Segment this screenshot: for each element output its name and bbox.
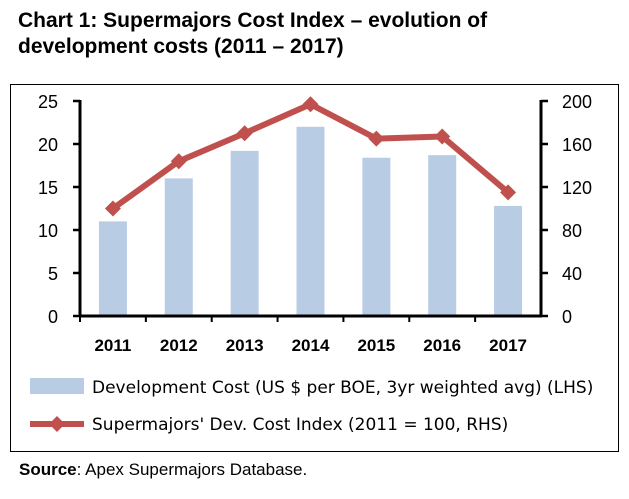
bar-2017 [494,205,523,316]
bar-2012 [164,178,193,316]
line-point-2011 [104,200,121,217]
x-tick-label: 2011 [94,336,131,355]
chart-title-line-2: development costs (2011 – 2017) [18,35,344,58]
line-point-2013 [236,125,253,142]
chart-title-line-1: Chart 1: Supermajors Cost Index – evolut… [18,9,488,32]
line-point-2014 [302,96,319,113]
legend-marker-line [49,416,65,432]
source-note: Source: Apex Supermajors Database. [19,460,307,480]
y-left-tick-label: 25 [38,92,58,112]
y-right-tick-label: 40 [562,264,582,284]
bar-2014 [296,126,325,316]
bar-2015 [362,157,391,316]
y-left-tick-label: 0 [48,307,58,327]
x-tick-label: 2013 [226,336,264,355]
x-tick-label: 2016 [423,336,461,355]
source-text: : Apex Supermajors Database. [76,460,308,479]
line-point-2016 [434,128,451,145]
y-left-tick-label: 20 [38,135,58,155]
x-tick-label: 2014 [292,336,330,355]
chart-frame [10,84,619,452]
legend-label-line: Supermajors' Dev. Cost Index (2011 = 100… [92,415,508,435]
y-left-tick-label: 15 [38,178,58,198]
y-right-tick-label: 80 [562,221,582,241]
y-right-tick-label: 200 [562,92,592,112]
line-point-2017 [500,184,517,201]
bar-2011 [98,221,127,316]
bar-2013 [230,150,259,316]
source-label: Source [19,460,77,479]
line-point-2015 [368,130,385,147]
x-tick-label: 2012 [160,336,198,355]
line-point-2012 [170,153,187,170]
x-tick-label: 2017 [489,336,527,355]
y-left-tick-label: 10 [38,221,58,241]
legend-swatch-bar [30,378,84,394]
x-tick-label: 2015 [357,336,395,355]
legend-label-bar: Development Cost (US $ per BOE, 3yr weig… [92,378,593,398]
y-right-tick-label: 120 [562,178,592,198]
chart-title: Chart 1: Supermajors Cost Index – evolut… [18,8,618,60]
bar-2016 [428,155,457,316]
y-right-tick-label: 0 [562,307,572,327]
y-left-tick-label: 5 [48,264,58,284]
y-right-tick-label: 160 [562,135,592,155]
